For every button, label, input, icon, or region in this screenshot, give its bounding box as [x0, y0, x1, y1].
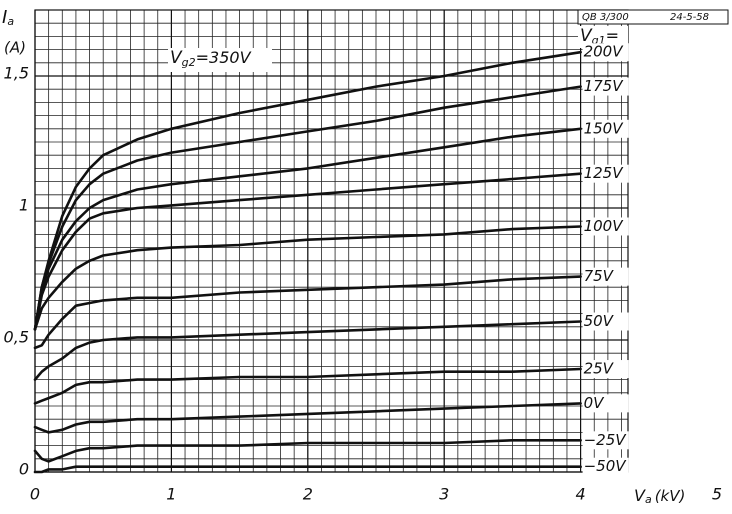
y-label-symbol: I	[2, 7, 7, 28]
curve	[33, 320, 582, 381]
curve	[33, 275, 582, 350]
grid	[34, 9, 629, 473]
series-label: 175V	[584, 77, 625, 95]
stamp-box	[577, 9, 729, 25]
y-tick-label: 0	[19, 460, 29, 479]
series-label-bg	[582, 217, 629, 236]
grid-frame	[34, 9, 629, 473]
x-tick-label: 5	[712, 485, 722, 504]
x-label-symbol: V	[634, 486, 646, 505]
series-label-bg	[582, 164, 629, 183]
y-tick-label: 1	[19, 196, 29, 215]
legend-symbol: V	[580, 26, 593, 46]
x-tick-label: 2	[303, 485, 313, 504]
legend-rest: =	[606, 26, 619, 45]
series-label-bg	[582, 457, 629, 476]
series-label-bg	[582, 77, 629, 96]
series-label-bg	[582, 43, 629, 62]
annotation-symbol: V	[170, 48, 183, 68]
curve	[33, 402, 582, 434]
curve	[33, 438, 582, 463]
series-label-bg	[582, 312, 629, 331]
series-label: 0V	[584, 394, 606, 412]
annotation-sub: g2	[182, 56, 196, 69]
series-label: −50V	[584, 457, 628, 475]
x-tick-label: 1	[166, 485, 176, 504]
series-label-bg	[582, 119, 629, 138]
curve	[33, 225, 582, 331]
legend-bg	[578, 26, 628, 48]
series-label: 125V	[584, 164, 625, 182]
y-label-unit: (A)	[4, 39, 26, 57]
curves	[33, 50, 582, 474]
series-label-bg	[582, 267, 629, 286]
y-label: Ia	[2, 7, 14, 28]
curve	[33, 367, 582, 405]
x-label: Va (kV)	[634, 486, 685, 507]
y-label-sub: a	[7, 15, 14, 28]
curve	[33, 172, 582, 331]
curve	[33, 50, 582, 331]
x-tick-label: 3	[439, 485, 449, 504]
y-tick-label: 1,5	[4, 64, 29, 83]
x-tick-label: 4	[576, 485, 586, 504]
series-label-bg	[582, 431, 629, 450]
series-label: 100V	[584, 217, 625, 235]
series-label-bg	[582, 360, 629, 379]
annotation-bg	[168, 48, 272, 72]
x-tick-label: 0	[30, 485, 40, 504]
curve	[33, 85, 582, 331]
x-label-sub: a	[645, 493, 652, 506]
series-label-bg	[582, 394, 629, 413]
x-label-unit: (kV)	[655, 487, 686, 505]
series-label: 200V	[584, 43, 625, 61]
curve	[33, 127, 582, 331]
curve	[33, 465, 582, 474]
series-label: 25V	[584, 360, 615, 378]
stamp-ref: QB 3/300	[582, 12, 629, 23]
y-tick-label: 0,5	[4, 328, 29, 347]
series-label: 150V	[584, 119, 625, 137]
series-label: 75V	[584, 267, 615, 285]
stamp-date: 24-5-58	[670, 12, 709, 23]
series-label: −25V	[584, 431, 628, 449]
series-label: 50V	[584, 312, 615, 330]
annotation-rest: =350V	[196, 48, 252, 67]
annotation: Vg2=350V	[170, 48, 252, 70]
